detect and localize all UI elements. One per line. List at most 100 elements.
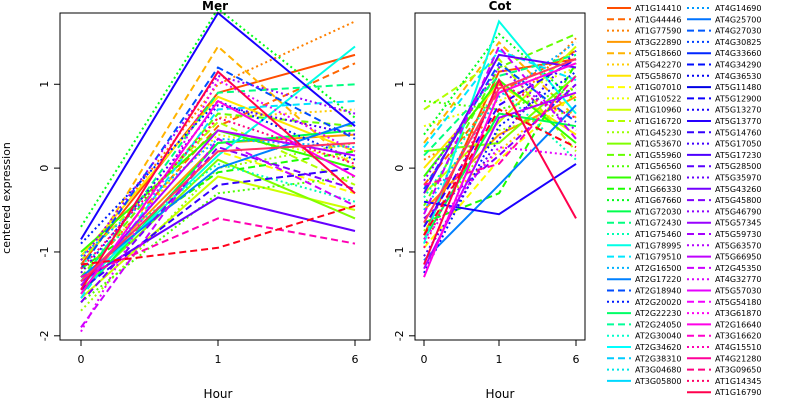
- series-line-14: [80, 112, 356, 278]
- legend-entry: AT1G45230: [607, 128, 681, 137]
- legend-label: AT2G24050: [635, 320, 681, 329]
- legend-entry: AT3G61870: [687, 309, 761, 318]
- legend-label: AT5G59730: [715, 230, 761, 239]
- legend-label: AT1G10522: [635, 94, 681, 103]
- legend-label: AT5G18660: [635, 49, 681, 58]
- series-line-29: [423, 58, 577, 228]
- legend-entry: AT4G15510: [687, 343, 761, 352]
- legend-label: AT1G16720: [635, 117, 681, 126]
- legend-entry: AT5G17230: [687, 151, 761, 160]
- series-line-41: [423, 108, 577, 236]
- legend-entry: AT4G21280: [687, 354, 761, 363]
- legend-entry: AT5G63570: [687, 241, 761, 250]
- legend-entry: AT1G44446: [607, 15, 681, 24]
- legend-entry: AT5G45800: [687, 196, 761, 205]
- series-line-39: [423, 82, 577, 249]
- legend-label: AT1G78995: [635, 241, 681, 250]
- plot-frame: [414, 12, 586, 341]
- legend-label: AT2G20020: [635, 298, 681, 307]
- legend-label: AT1G45230: [635, 128, 681, 137]
- legend-label: AT1G56560: [635, 162, 681, 171]
- series-line-25: [423, 104, 577, 262]
- y-axis-label: centered expression: [0, 142, 13, 254]
- legend-label: AT1G14410: [635, 4, 681, 13]
- legend-entry: AT4G34290: [687, 61, 761, 70]
- legend-label: AT4G32770: [715, 275, 761, 284]
- legend-label: AT5G11480: [715, 83, 761, 92]
- series-line-33: [423, 66, 577, 182]
- series-line-35: [80, 137, 356, 328]
- legend-label: AT5G12900: [715, 94, 761, 103]
- series-line-31: [423, 53, 577, 194]
- legend-entry: AT1G07010: [607, 83, 681, 92]
- legend-entry: AT5G59730: [687, 230, 761, 239]
- legend-entry: AT2G22230: [607, 309, 681, 318]
- legend-entry: AT5G54180: [687, 298, 761, 307]
- series-line-34: [423, 91, 577, 270]
- series-line-42: [423, 58, 577, 224]
- legend-label: AT5G46790: [715, 207, 761, 216]
- legend-label: AT4G30825: [715, 38, 761, 47]
- legend-label: AT5G17050: [715, 140, 761, 149]
- legend-label: AT3G22890: [635, 38, 681, 47]
- series-line-2: [423, 49, 577, 186]
- legend-entry: AT5G57345: [687, 219, 761, 228]
- x-tick-label: 1: [215, 353, 222, 366]
- legend-entry: AT3G22890: [607, 38, 681, 47]
- series-line-37: [423, 62, 577, 278]
- legend-label: AT2G30040: [635, 332, 681, 341]
- x-tick-label: 0: [421, 353, 428, 366]
- series-line-15: [80, 175, 356, 304]
- legend-label: AT4G14690: [715, 4, 761, 13]
- legend-label: AT5G42270: [635, 61, 681, 70]
- legend-label: AT2G22230: [635, 309, 681, 318]
- series-line-36: [423, 146, 577, 241]
- legend-label: AT5G45800: [715, 196, 761, 205]
- legend-entry: AT3G04680: [607, 366, 681, 375]
- series-line-9: [423, 66, 577, 128]
- legend-entry: AT1G66330: [607, 185, 681, 194]
- legend-entry: AT1G67660: [607, 196, 681, 205]
- legend-entry: AT1G72430: [607, 219, 681, 228]
- panel-mer: Mer 0 1 6 Hour -2 -1 0 1: [38, 0, 371, 400]
- x-axis-label: Hour: [486, 387, 515, 400]
- legend-label: AT4G34290: [715, 61, 761, 70]
- series-line-28: [423, 163, 577, 216]
- series-line-42: [80, 142, 356, 283]
- panel-cot: Cot 0 1 6 Hour -2 -1 0 1: [393, 0, 586, 400]
- series-line-18: [80, 7, 356, 228]
- panel-title: Cot: [489, 0, 512, 13]
- legend-label: AT5G66950: [715, 253, 761, 262]
- legend-entry: AT4G33660: [687, 49, 761, 58]
- series-line-11: [423, 57, 577, 152]
- legend-entry: AT5G58670: [607, 72, 681, 81]
- legend-entry: AT2G34620: [607, 343, 681, 352]
- series-line-20: [423, 53, 577, 157]
- series-line-26: [80, 66, 356, 270]
- legend-entry: AT1G77590: [607, 27, 681, 36]
- legend-entry: AT5G28500: [687, 162, 761, 171]
- legend-entry: AT1G72030: [607, 207, 681, 216]
- legend-entry: AT2G16640: [687, 320, 761, 329]
- legend-label: AT5G14760: [715, 128, 761, 137]
- series-line-6: [423, 83, 577, 220]
- legend-entry: AT5G12900: [687, 94, 761, 103]
- y-tick-label: 1: [38, 81, 51, 88]
- legend-entry: AT4G14690: [687, 4, 761, 13]
- legend-label: AT1G10960: [635, 106, 681, 115]
- legend-entry: AT5G46790: [687, 207, 761, 216]
- series-line-18: [423, 32, 577, 136]
- legend-label: AT1G66330: [635, 185, 681, 194]
- legend-entry: AT5G13270: [687, 106, 761, 115]
- plot-frame: [59, 12, 371, 341]
- legend-label: AT2G16640: [715, 320, 761, 329]
- series-line-32: [80, 146, 356, 303]
- legend-label: AT2G34620: [635, 343, 681, 352]
- legend-entry: AT4G32770: [687, 275, 761, 284]
- legend-label: AT5G13770: [715, 117, 761, 126]
- legend-entry: AT1G53670: [607, 140, 681, 149]
- x-tick-label: 1: [496, 353, 503, 366]
- series-lines: [80, 7, 356, 333]
- legend-label: AT4G21280: [715, 354, 761, 363]
- legend-entry: AT1G14410: [607, 4, 681, 13]
